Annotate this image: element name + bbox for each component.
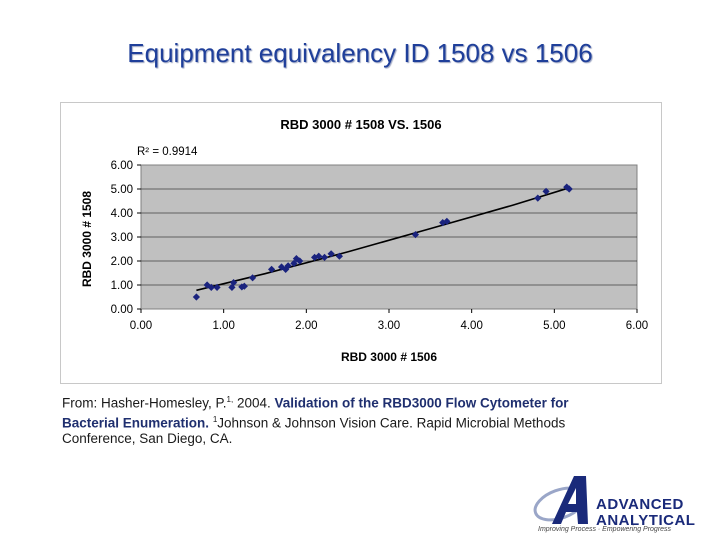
y-tick-label: 2.00 [111,256,133,268]
x-tick-label: 1.00 [212,320,234,332]
data-point [240,282,248,290]
logo-tagline: Improving Process · Empowering Progress [538,526,672,533]
data-point [315,252,323,260]
y-tick-label: 0.00 [111,304,133,316]
citation-superscript-2: 1 [212,414,218,424]
chart-title: RBD 3000 # 1508 VS. 1506 [280,117,441,132]
y-tick-label: 5.00 [111,184,133,196]
r-squared-annotation: R² = 0.9914 [137,146,198,158]
citation-source: Johnson & Johnson Vision Care. Rapid Mic… [62,415,566,446]
y-tick-label: 6.00 [111,160,133,172]
x-axis-label: RBD 3000 # 1506 [341,350,437,364]
y-axis-label: RBD 3000 # 1508 [80,191,94,287]
data-point [296,257,304,265]
logo-line-1: ADVANCED [596,496,684,513]
advanced-analytical-logo: ADVANCED ANALYTICAL Improving Process · … [530,470,710,536]
chart-frame: RBD 3000 # 1508 VS. 1506 R² = 0.9914 0.0… [60,102,662,384]
data-point [565,185,573,193]
y-tick-label: 1.00 [111,280,133,292]
x-tick-label: 3.00 [378,320,400,332]
citation-prefix: From: Hasher-Homesley, P. [62,395,227,411]
citation-title: Validation of the RBD3000 Flow Cytometer… [62,395,569,431]
data-point [542,187,550,195]
data-point [192,293,200,301]
x-tick-label: 0.00 [130,320,152,332]
x-tick-label: 4.00 [460,320,482,332]
data-point [277,263,286,271]
data-point [411,231,420,239]
logo-a-swoosh-icon [533,476,588,524]
citation-superscript-1: 1, [226,395,234,404]
data-point [534,194,542,202]
x-tick-label: 2.00 [295,320,317,332]
citation-year: 2004. [233,395,275,411]
data-point [563,183,571,191]
slide-title: Equipment equivalency ID 1508 vs 1506 [127,38,593,68]
data-point [443,217,451,225]
plot-area: 0.00 1.00 2.00 3.00 4.00 5.00 6.00 0.00 1.00 2.00… [111,160,649,332]
scatter-chart: RBD 3000 # 1508 VS. 1506 R² = 0.9914 0.0… [80,117,649,364]
x-tick-label: 6.00 [626,320,648,332]
y-tick-label: 3.00 [111,232,133,244]
logo-line-2: ANALYTICAL [596,512,696,529]
x-tick-label: 5.00 [543,320,565,332]
data-point [284,262,292,270]
citation-text: From: Hasher-Homesley, P.1, 2004. Valida… [62,392,582,447]
data-point [335,252,343,260]
y-tick-label: 4.00 [111,208,133,220]
data-point [249,274,257,282]
data-point [327,250,335,258]
